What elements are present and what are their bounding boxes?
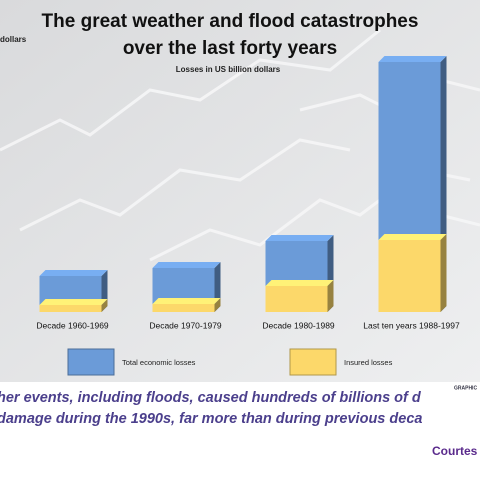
- bar-top: [378, 234, 447, 240]
- x-tick-label: Decade 1980-1989: [262, 320, 335, 330]
- chart-title: The great weather and flood catastrophes: [42, 11, 419, 32]
- bar-top: [378, 56, 447, 62]
- bar-top: [265, 280, 334, 286]
- credit: Courtes: [432, 444, 478, 458]
- bar-top: [152, 262, 221, 268]
- bar: [39, 305, 102, 312]
- bar-top: [152, 298, 221, 304]
- bar: [378, 240, 441, 312]
- caption: her events, including floods, caused hun…: [0, 390, 422, 406]
- bar-side: [327, 280, 334, 312]
- caption: damage during the 1990s, far more than d…: [0, 411, 422, 427]
- legend-swatch: [67, 348, 115, 376]
- axis-label: dollars: [0, 35, 27, 44]
- bar-side: [214, 298, 221, 312]
- chart-title: over the last forty years: [123, 38, 337, 59]
- legend-label: Total economic losses: [122, 358, 196, 367]
- legend-swatch: [289, 348, 337, 376]
- bar-top: [265, 235, 334, 241]
- logo: GRAPHIC: [454, 385, 477, 391]
- chart-subtitle: Losses in US billion dollars: [176, 65, 281, 74]
- x-tick-label: Decade 1970-1979: [149, 320, 222, 330]
- bar-top: [39, 270, 108, 276]
- bar: [152, 304, 215, 312]
- bar-side: [101, 299, 108, 312]
- bar: [265, 286, 328, 312]
- x-tick-label: Last ten years 1988-1997: [363, 320, 460, 330]
- x-tick-label: Decade 1960-1969: [36, 320, 109, 330]
- bar-top: [39, 299, 108, 305]
- bar-side: [440, 234, 447, 312]
- legend-label: Insured losses: [344, 358, 393, 367]
